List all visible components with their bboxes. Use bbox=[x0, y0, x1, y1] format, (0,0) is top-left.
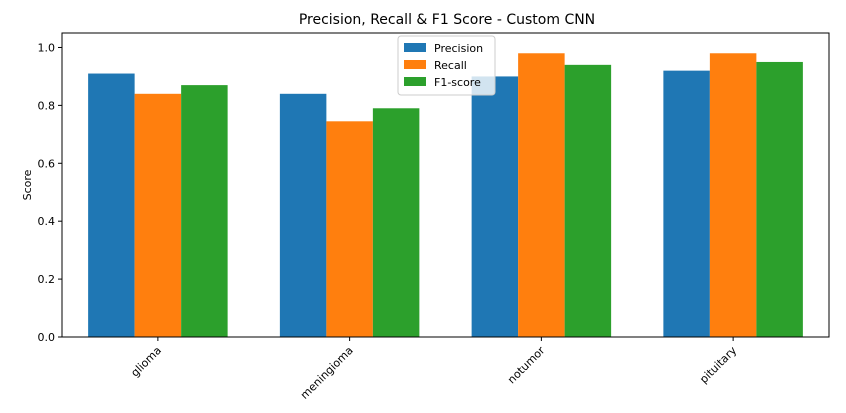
bar-precision-meningioma bbox=[279, 93, 327, 337]
bar-precision-notumor bbox=[471, 76, 519, 337]
bar-f1-score-meningioma bbox=[372, 108, 420, 338]
chart-title: Precision, Recall & F1 Score - Custom CN… bbox=[299, 12, 595, 28]
y-tick-label: 0.2 bbox=[38, 273, 56, 286]
y-axis-label: Score bbox=[21, 169, 34, 200]
bar-recall-meningioma bbox=[326, 121, 373, 337]
legend-label-recall: Recall bbox=[434, 59, 467, 72]
plot-frame bbox=[61, 32, 830, 338]
y-tick-label: 0.8 bbox=[38, 99, 56, 112]
y-tick-label: 1.0 bbox=[38, 41, 56, 54]
bar-f1-score-pituitary bbox=[756, 61, 803, 337]
y-tick-label: 0.6 bbox=[38, 157, 56, 170]
legend-label-f1-score: F1-score bbox=[434, 76, 481, 89]
y-axis: 0.0 0.2 0.4 0.6 0.8 1.0 bbox=[38, 41, 62, 344]
y-tick-label: 0.0 bbox=[38, 331, 56, 344]
x-tick-label-notumor: notumor bbox=[505, 344, 548, 387]
bar-f1-score-notumor bbox=[564, 64, 612, 337]
legend-swatch-precision bbox=[404, 43, 426, 52]
bar-f1-score-glioma bbox=[181, 85, 228, 337]
legend-swatch-f1-score bbox=[404, 77, 426, 86]
bar-recall-notumor bbox=[518, 53, 565, 338]
bar-recall-glioma bbox=[134, 93, 182, 337]
legend-label-precision: Precision bbox=[434, 42, 483, 55]
x-tick-label-glioma: glioma bbox=[128, 344, 164, 380]
x-axis: glioma meningioma notumor pituitary bbox=[128, 337, 740, 402]
x-tick-label-meningioma: meningioma bbox=[298, 344, 356, 402]
x-tick-label-pituitary: pituitary bbox=[697, 344, 739, 386]
bars-group bbox=[88, 53, 803, 338]
y-tick-label: 0.4 bbox=[38, 215, 56, 228]
legend-swatch-recall bbox=[404, 60, 426, 69]
bar-recall-pituitary bbox=[709, 53, 757, 338]
bar-precision-pituitary bbox=[663, 70, 710, 337]
bar-precision-glioma bbox=[88, 73, 135, 338]
legend: Precision Recall F1-score bbox=[397, 35, 496, 96]
